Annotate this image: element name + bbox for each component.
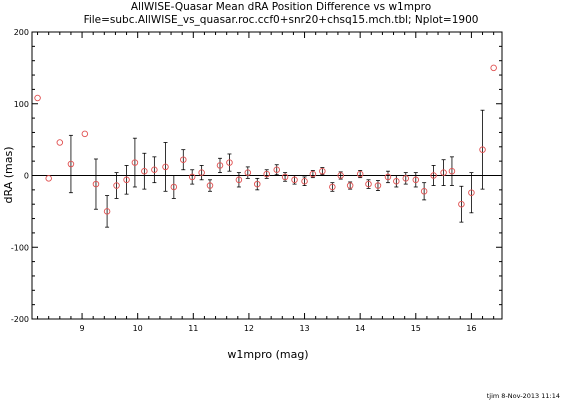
x-tick-label: 15: [411, 324, 421, 333]
data-point: [226, 159, 233, 166]
data-point: [235, 176, 243, 184]
errorbar-group: [68, 109, 485, 228]
data-point: [123, 176, 130, 184]
data-point: [430, 172, 437, 179]
data-point: [356, 170, 364, 178]
data-point: [448, 167, 456, 175]
data-point: [490, 64, 497, 72]
y-tick-label: 100: [14, 100, 29, 109]
data-point: [206, 182, 214, 189]
data-point: [188, 173, 196, 181]
data-point: [56, 139, 64, 146]
data-point: [254, 180, 261, 188]
data-point: [216, 162, 224, 169]
x-tick-label: 10: [133, 324, 143, 333]
data-point: [103, 208, 111, 215]
data-point: [402, 175, 410, 182]
data-point: [309, 170, 317, 178]
data-point: [374, 182, 382, 189]
data-point: [412, 176, 420, 184]
y-axis-label: dRA (mas): [2, 147, 15, 204]
data-point: [34, 94, 41, 102]
data-point: [281, 173, 289, 181]
point-group: [34, 64, 497, 215]
x-tick-label: 12: [244, 324, 254, 333]
data-point: [346, 182, 354, 189]
data-point: [458, 200, 465, 208]
data-point: [263, 170, 270, 178]
x-tick-label: 16: [466, 324, 476, 333]
y-tick-label: -100: [11, 243, 29, 252]
y-axis-ticks: -200 -100 0 100 200: [11, 28, 502, 324]
data-point: [151, 166, 158, 174]
data-point: [365, 180, 372, 188]
chart-title: AllWISE-Quasar Mean dRA Position Differe…: [131, 1, 431, 13]
chart-subtitle: File=subc.AllWISE_vs_quasar.roc.ccf0+snr…: [84, 14, 479, 26]
data-point: [170, 183, 178, 191]
x-axis-ticks: 9 10 11 12 13 14 15 16: [37, 32, 495, 333]
y-tick-label: 0: [24, 172, 29, 181]
data-point: [92, 180, 100, 188]
data-point: [113, 182, 120, 189]
footer-timestamp: tjim 8-Nov-2013 11:14: [487, 392, 560, 400]
x-tick-label: 13: [299, 324, 309, 333]
data-point: [301, 177, 308, 185]
data-point: [479, 146, 486, 153]
data-point: [337, 172, 344, 179]
x-tick-label: 14: [355, 324, 365, 333]
data-point: [329, 183, 336, 191]
data-point: [81, 130, 89, 138]
data-point: [198, 169, 205, 176]
data-point: [440, 169, 447, 176]
data-point: [131, 159, 139, 166]
data-point: [162, 163, 169, 171]
data-point: [273, 166, 280, 174]
data-point: [319, 167, 326, 175]
data-point: [244, 169, 252, 176]
data-point: [384, 173, 392, 181]
y-tick-label: -200: [11, 315, 29, 324]
data-point: [393, 177, 400, 185]
x-tick-label: 11: [188, 324, 198, 333]
x-tick-label: 9: [80, 324, 85, 333]
data-point: [45, 175, 52, 182]
data-point: [141, 167, 148, 175]
data-point: [420, 188, 428, 195]
data-point: [67, 160, 75, 168]
data-point: [291, 176, 298, 184]
y-tick-label: 200: [14, 28, 29, 37]
x-axis-label: w1mpro (mag): [227, 348, 308, 361]
data-point: [180, 156, 187, 163]
data-point: [468, 189, 475, 196]
